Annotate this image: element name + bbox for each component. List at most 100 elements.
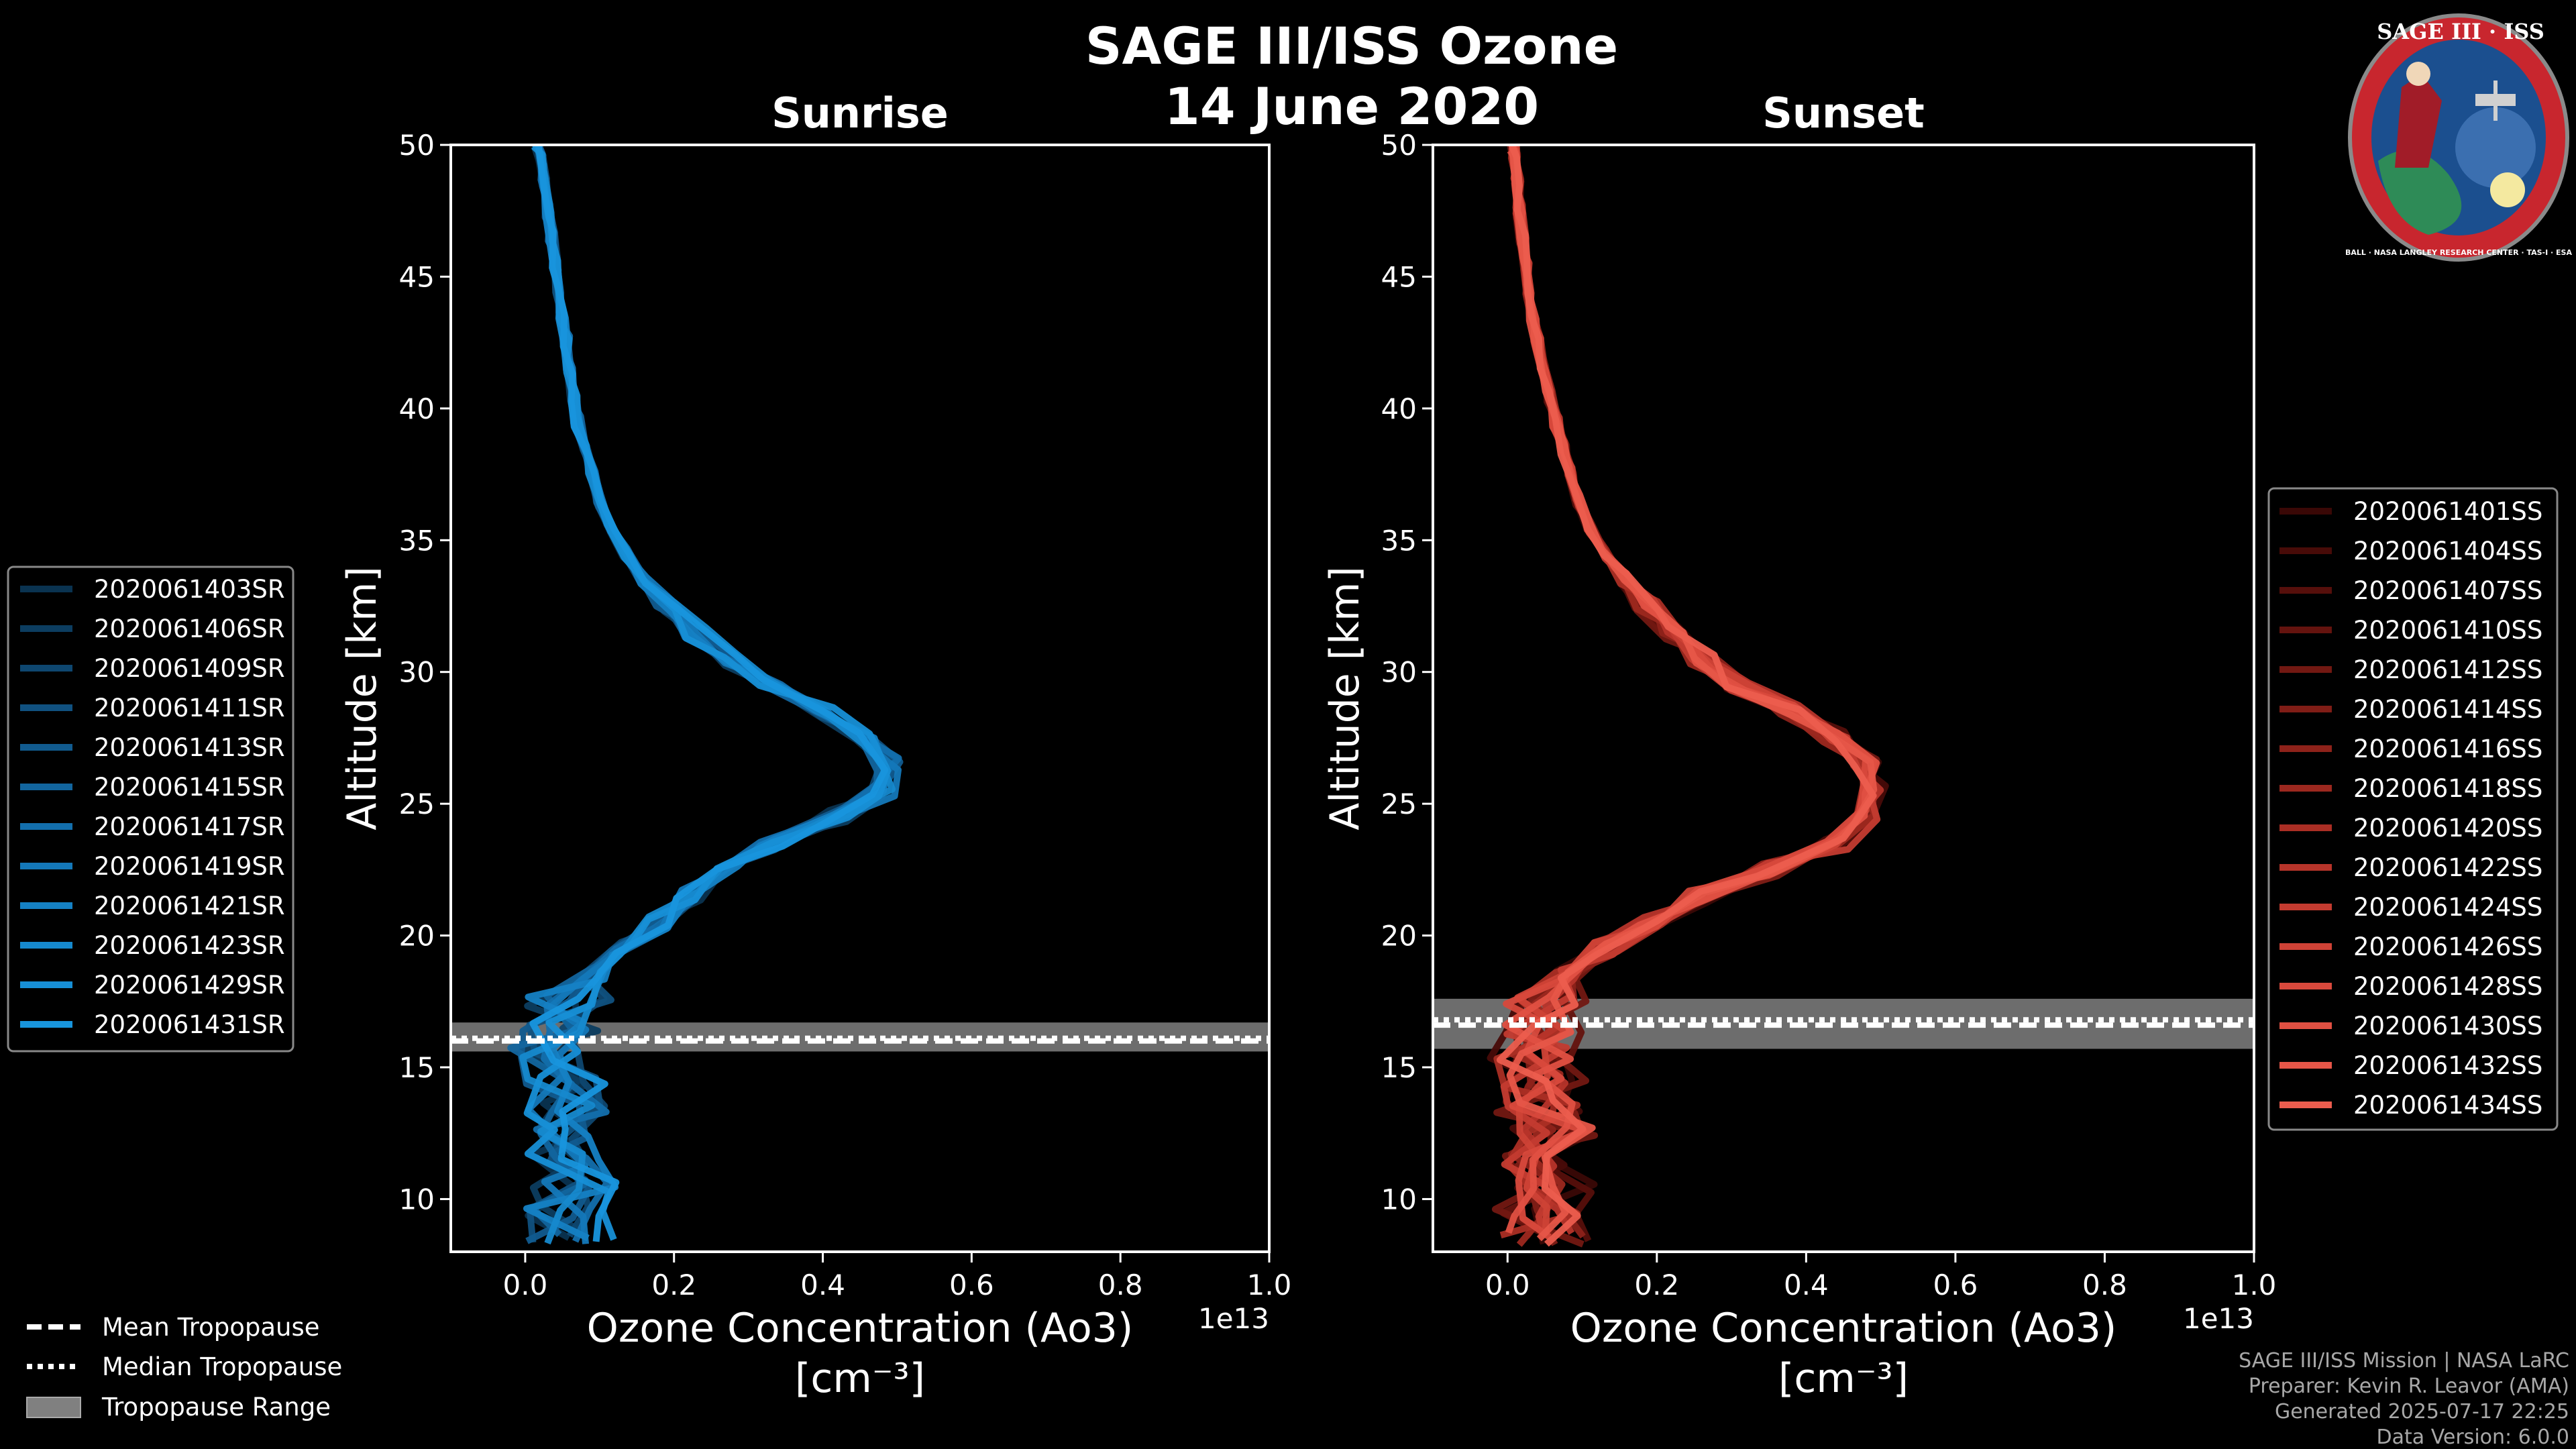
sunrise-legend: 2020061403SR 2020061406SR 2020061409SR 2020… xyxy=(7,566,294,1053)
sunrise-x-axis-label: Ozone Concentration (Ao3) xyxy=(587,1305,1134,1352)
sunrise-y-tick-label: 25 xyxy=(399,788,435,820)
sunset-panel-title: Sunset xyxy=(1762,89,1925,138)
sunset-legend-label: 2020061424SS xyxy=(2353,893,2542,922)
sunset-legend: 2020061401SS 2020061404SS 2020061407SS 2020… xyxy=(2267,487,2559,1131)
sunset-plot-area xyxy=(1433,145,2254,1248)
sunrise-legend-label: 2020061409SR xyxy=(94,654,285,683)
sunset-legend-label: 2020061410SS xyxy=(2353,616,2542,645)
sunrise-x-tick-label: 0.8 xyxy=(1098,1269,1143,1301)
tropopause-range-swatch xyxy=(26,1397,81,1418)
credit-line-2: Preparer: Kevin R. Leavor (AMA) xyxy=(2249,1375,2569,1398)
sunset-legend-label: 2020061422SS xyxy=(2353,853,2542,882)
sunset-legend-label: 2020061401SS xyxy=(2353,497,2542,526)
sunrise-x-tick-label: 0.6 xyxy=(949,1269,994,1301)
series-line-2020061432SS xyxy=(1506,146,1878,1242)
sunrise-y-tick-label: 35 xyxy=(399,524,435,557)
sunset-y-axis-label: Altitude [km] xyxy=(1322,566,1368,830)
sunset-y-tick-label: 25 xyxy=(1381,788,1417,820)
series-line-2020061430SS xyxy=(1502,145,1880,1234)
sunset-legend-label: 2020061432SS xyxy=(2353,1051,2542,1080)
sunset-legend-label: 2020061430SS xyxy=(2353,1012,2542,1040)
sunrise-legend-label: 2020061429SR xyxy=(94,971,285,1000)
sunrise-legend-label: 2020061431SR xyxy=(94,1010,285,1039)
sunrise-x-scale-label: 1e13 xyxy=(1198,1302,1269,1335)
tropopause-legend: Mean Tropopause Median Tropopause Tropop… xyxy=(26,1313,342,1421)
sunset-y-tick-label: 10 xyxy=(1381,1183,1417,1216)
sunset-x-tick-label: 1.0 xyxy=(2232,1269,2277,1301)
credits: SAGE III/ISS Mission | NASA LaRC Prepare… xyxy=(2239,1349,2569,1449)
logo-text-top: SAGE III · ISS xyxy=(2377,19,2544,44)
sunrise-legend-label: 2020061413SR xyxy=(94,733,285,762)
series-line-2020061416SS xyxy=(1507,145,1874,1239)
sunset-y-tick-label: 20 xyxy=(1381,920,1417,953)
sunrise-legend-label: 2020061421SR xyxy=(94,892,285,920)
sunset-legend-label: 2020061428SS xyxy=(2353,972,2542,1001)
sunrise-panel-title: Sunrise xyxy=(771,89,949,138)
sunset-legend-label: 2020061404SS xyxy=(2353,537,2542,566)
sunset-x-tick-label: 0.8 xyxy=(2082,1269,2127,1301)
sunset-legend-frame xyxy=(2267,487,2559,1131)
figure-subtitle: 14 June 2020 xyxy=(1165,76,1539,136)
sunset-x-tick-label: 0.2 xyxy=(1634,1269,1679,1301)
sunrise-legend-label: 2020061423SR xyxy=(94,931,285,960)
series-line-2020061431SR xyxy=(529,145,889,1242)
sunset-x-axis-unit: [cm⁻³] xyxy=(1778,1355,1909,1402)
sunrise-legend-label: 2020061411SR xyxy=(94,694,285,722)
sunrise-y-axis-label: Altitude [km] xyxy=(339,566,386,830)
credit-line-4: Data Version: 6.0.0 xyxy=(2377,1426,2569,1449)
sunset-y-tick-label: 30 xyxy=(1381,656,1417,689)
sunset-x-tick-label: 0.6 xyxy=(1933,1269,1978,1301)
credit-line-1: SAGE III/ISS Mission | NASA LaRC xyxy=(2239,1349,2569,1373)
sunrise-y-tick-label: 20 xyxy=(399,920,435,953)
sunrise-legend-label: 2020061406SR xyxy=(94,614,285,643)
credit-line-3: Generated 2025-07-17 22:25 xyxy=(2275,1400,2569,1424)
sunset-y-tick-label: 50 xyxy=(1381,129,1417,162)
sunset-y-tick-label: 40 xyxy=(1381,392,1417,425)
sunrise-legend-frame xyxy=(7,566,294,1053)
sunrise-y-tick-label: 15 xyxy=(399,1051,435,1084)
sunrise-x-tick-label: 0.0 xyxy=(503,1269,548,1301)
sunset-legend-label: 2020061407SS xyxy=(2353,576,2542,605)
series-line-2020061401SS xyxy=(1508,145,1882,1245)
sunrise-x-tick-label: 1.0 xyxy=(1247,1269,1292,1301)
series-line-2020061429SR xyxy=(523,145,892,1241)
sunrise-y-tick-label: 10 xyxy=(399,1183,435,1216)
sunrise-legend-label: 2020061403SR xyxy=(94,575,285,604)
sage-iii-iss-logo-icon: SAGE III · ISS BALL · NASA LANGLEY RESEA… xyxy=(2345,13,2572,262)
sunset-x-tick-label: 0.4 xyxy=(1784,1269,1829,1301)
sunrise-plot: 0.0 0.2 0.4 0.6 0.8 1.0 10 15 20 25 30 35 40 45 50 xyxy=(399,129,1292,1301)
sunset-axes-frame xyxy=(1432,144,2255,1253)
series-line-2020061424SS xyxy=(1500,145,1881,1235)
median-tropopause-label: Median Tropopause xyxy=(102,1352,342,1381)
series-line-2020061412SS xyxy=(1491,145,1880,1248)
series-line-2020061434SS xyxy=(1497,145,1877,1247)
series-line-2020061428SS xyxy=(1503,148,1870,1240)
sunrise-y-tick-label: 40 xyxy=(399,392,435,425)
sunrise-legend-label: 2020061417SR xyxy=(94,812,285,841)
sunset-y-tick-label: 15 xyxy=(1381,1051,1417,1084)
sunset-legend-label: 2020061416SS xyxy=(2353,735,2542,763)
sunrise-y-tick-label: 50 xyxy=(399,129,435,162)
sunrise-x-tick-label: 0.2 xyxy=(651,1269,696,1301)
sunset-x-tick-label: 0.0 xyxy=(1485,1269,1530,1301)
tropopause-range-label: Tropopause Range xyxy=(101,1393,331,1421)
figure-title: SAGE III/ISS Ozone xyxy=(1085,16,1618,76)
sunrise-legend-label: 2020061419SR xyxy=(94,852,285,881)
sunrise-axes-frame xyxy=(449,144,1271,1253)
sunset-legend-label: 2020061434SS xyxy=(2353,1091,2542,1120)
sunset-plot: 0.0 0.2 0.4 0.6 0.8 1.0 10 15 20 25 30 35 40 45 50 xyxy=(1381,129,2277,1301)
sunset-y-tick-label: 35 xyxy=(1381,524,1417,557)
sunset-legend-label: 2020061426SS xyxy=(2353,932,2542,961)
sunrise-legend-label: 2020061415SR xyxy=(94,773,285,802)
sunrise-y-tick-label: 45 xyxy=(399,260,435,293)
sunrise-y-tick-label: 30 xyxy=(399,656,435,689)
mean-tropopause-label: Mean Tropopause xyxy=(102,1313,320,1342)
sunset-x-scale-label: 1e13 xyxy=(2183,1302,2254,1335)
sunset-legend-label: 2020061414SS xyxy=(2353,695,2542,724)
sunrise-x-axis-unit: [cm⁻³] xyxy=(795,1355,925,1402)
sunset-legend-label: 2020061420SS xyxy=(2353,814,2542,843)
sunset-x-axis-label: Ozone Concentration (Ao3) xyxy=(1570,1305,2117,1352)
sunrise-plot-area xyxy=(451,145,1269,1245)
logo-text-bottom: BALL · NASA LANGLEY RESEARCH CENTER · TA… xyxy=(2345,248,2572,257)
